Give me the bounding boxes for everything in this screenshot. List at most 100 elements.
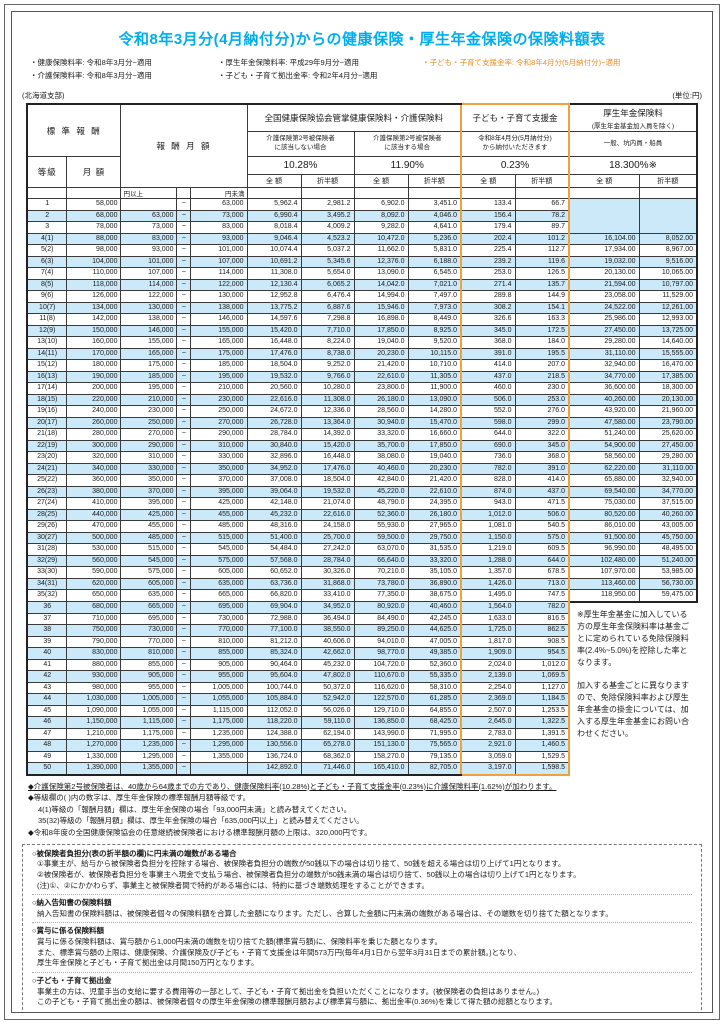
table-row: 35(32) 650,000 635,000 ~665,000 66,820.0 33,4… — [25, 589, 699, 603]
table-cell: 83,000 — [120, 232, 178, 245]
table-cell: 143,990.0 — [353, 727, 409, 740]
table-cell: 83,000 — [190, 221, 248, 234]
table-cell: 830,000 — [66, 647, 122, 660]
info-section-line: 賞与に係る保険料額は、賞与額から1,000円未満の端数を切り捨てた額(標準賞与額… — [37, 937, 443, 947]
table-cell: 24,395.0 — [407, 497, 462, 510]
header-care-not-applicable: 介護保険第2号被保険者 に該当しない場合 — [246, 131, 355, 157]
table-cell: 14,640.00 — [638, 336, 699, 349]
table-cell: 20,230.0 — [353, 347, 409, 360]
table-cell: 276.0 — [514, 405, 571, 418]
table-cell: 1,235,000 — [120, 739, 178, 752]
table-cell: ~ — [176, 566, 192, 579]
table-cell: 560,000 — [66, 554, 122, 567]
table-cell: 69,904.0 — [246, 601, 302, 614]
table-cell: 25,700.0 — [300, 531, 355, 544]
table-row: 21(18) 280,000 270,000 ~290,000 28,784.0 14,3… — [25, 428, 699, 441]
table-cell: 23,800.0 — [353, 382, 409, 395]
table-cell: 1,909.0 — [460, 647, 516, 660]
footnote-line: 4(1)等級の「報酬月額」欄は、厚生年金保険の場合「93,000円未満」と読み替… — [38, 804, 352, 814]
table-cell: 59,475.00 — [638, 589, 699, 603]
table-cell: 10,472.0 — [353, 232, 409, 245]
table-cell: 10,280.0 — [300, 382, 355, 395]
table-cell: 310,000 — [120, 451, 178, 464]
table-cell: 874.0 — [460, 485, 516, 498]
table-cell: 15(12) — [25, 359, 68, 372]
table-row: 12(9) 150,000 146,000 ~155,000 15,420.0 7,710… — [25, 324, 699, 337]
table-cell: 138,000 — [190, 301, 248, 314]
header-pension-sub: (厚生年金基金加入員を除く) — [591, 122, 675, 130]
table-cell: 391.0 — [514, 462, 571, 475]
label-half-2: 折半額 — [407, 174, 462, 188]
table-cell: ~ — [176, 543, 192, 556]
table-cell: 114,000 — [190, 267, 248, 280]
table-cell: 17,934.00 — [568, 244, 640, 257]
table-cell: 36,494.0 — [300, 612, 355, 625]
table-cell: 730,000 — [190, 612, 248, 625]
table-cell: 609.5 — [514, 543, 571, 556]
table-cell: 48,790.0 — [353, 497, 409, 510]
table-cell: 2,369.0 — [460, 693, 516, 706]
table-cell: 810,000 — [120, 647, 178, 660]
table-cell: ~ — [176, 393, 192, 406]
info-section-line: 事業主の方は、児童手当の支給に要する費用等の一部として、子ども・子育て拠出金を負… — [37, 986, 540, 996]
table-cell: 506.0 — [460, 393, 516, 406]
table-cell: 1,633.0 — [460, 612, 516, 625]
table-cell: ~ — [176, 428, 192, 441]
table-cell: 678.5 — [514, 566, 571, 579]
table-cell: ~ — [176, 451, 192, 464]
table-cell: 690.0 — [460, 439, 516, 452]
table-cell: 37 — [25, 612, 68, 625]
table-row: 43 980,000 955,000 ~1,005,000 100,744.0 50,37… — [25, 681, 697, 694]
table-cell: 5,236.0 — [407, 232, 462, 245]
table-row: 34(31) 620,000 605,000 ~635,000 63,736.0 31,8… — [25, 577, 699, 590]
table-cell: 340,000 — [66, 462, 122, 475]
table-cell: 98,770.0 — [353, 647, 409, 660]
table-cell: 8,092.0 — [353, 209, 409, 222]
label-full-3: 全 額 — [460, 174, 516, 188]
table-cell: 184.0 — [514, 336, 571, 349]
table-cell: 82,705.0 — [407, 762, 462, 776]
table-cell: 20,560.0 — [246, 382, 302, 395]
table-cell: 1,460.5 — [514, 739, 571, 752]
table-cell: 1,012.0 — [460, 508, 516, 521]
table-cell: 37,515.00 — [638, 497, 699, 510]
table-row: 11(8) 142,000 138,000 ~146,000 14,597.6 7,298… — [25, 313, 699, 326]
table-row: 23(20) 320,000 310,000 ~330,000 32,896.0 16,4… — [25, 451, 699, 464]
table-caption-row: (北海道支部) (単位:円) — [20, 90, 704, 101]
table-cell: ~ — [176, 382, 192, 395]
table-cell: 52,360.0 — [407, 658, 462, 671]
table-cell: 165,410.0 — [353, 762, 409, 776]
table-cell: 26,180.0 — [407, 508, 462, 521]
table-cell: 45,220.0 — [353, 485, 409, 498]
header-row-amount-labels: 全 額 折半額 全 額 折半額 全 額 折半額 全 額 折半額 — [27, 174, 699, 188]
table-cell: 11(8) — [25, 313, 68, 326]
table-cell: 300,000 — [66, 439, 122, 452]
table-cell: 11,308.0 — [300, 393, 355, 406]
table-cell: 30,940.0 — [353, 416, 409, 429]
table-cell: 250,000 — [120, 416, 178, 429]
table-cell: 12,993.00 — [638, 313, 699, 326]
table-cell: 943.0 — [460, 497, 516, 510]
table-cell: 908.5 — [514, 635, 571, 648]
rate-note-support: ・子ども・子育て支援金率: 令和8年4月分(5月納付分)~適用 — [422, 58, 621, 67]
table-cell: 1,090,000 — [66, 704, 122, 717]
table-cell: 165,000 — [120, 347, 178, 360]
spacer-cell — [353, 187, 409, 199]
table-cell: 118,220.0 — [246, 716, 302, 729]
table-cell: 2 — [25, 209, 68, 222]
info-section-line: 厚生年金保険と子ども・子育て拠出金は月間150万円となります。 — [37, 958, 259, 968]
table-cell: 4,046.0 — [407, 209, 462, 222]
table-row: 39 790,000 770,000 ~810,000 81,212.0 40,606.0… — [25, 635, 697, 648]
table-cell: 437.0 — [514, 485, 571, 498]
table-cell: 18,504.0 — [246, 359, 302, 372]
care-no-line1: 介護保険第2号被保険者 — [266, 135, 335, 143]
label-yen-from: 円以上 — [120, 187, 178, 199]
header-grade: 等級 — [25, 156, 68, 188]
table-cell: 63,070.0 — [353, 543, 409, 556]
spacer-cell — [66, 187, 122, 199]
table-cell: 8,449.0 — [407, 313, 462, 326]
rate-note-health: ・健康保険料率: 令和8年3月分~適用 — [30, 58, 152, 67]
rate-note-care: ・介護保険料率: 令和8年3月分~適用 — [30, 71, 152, 80]
table-cell: 13,725.00 — [638, 324, 699, 337]
